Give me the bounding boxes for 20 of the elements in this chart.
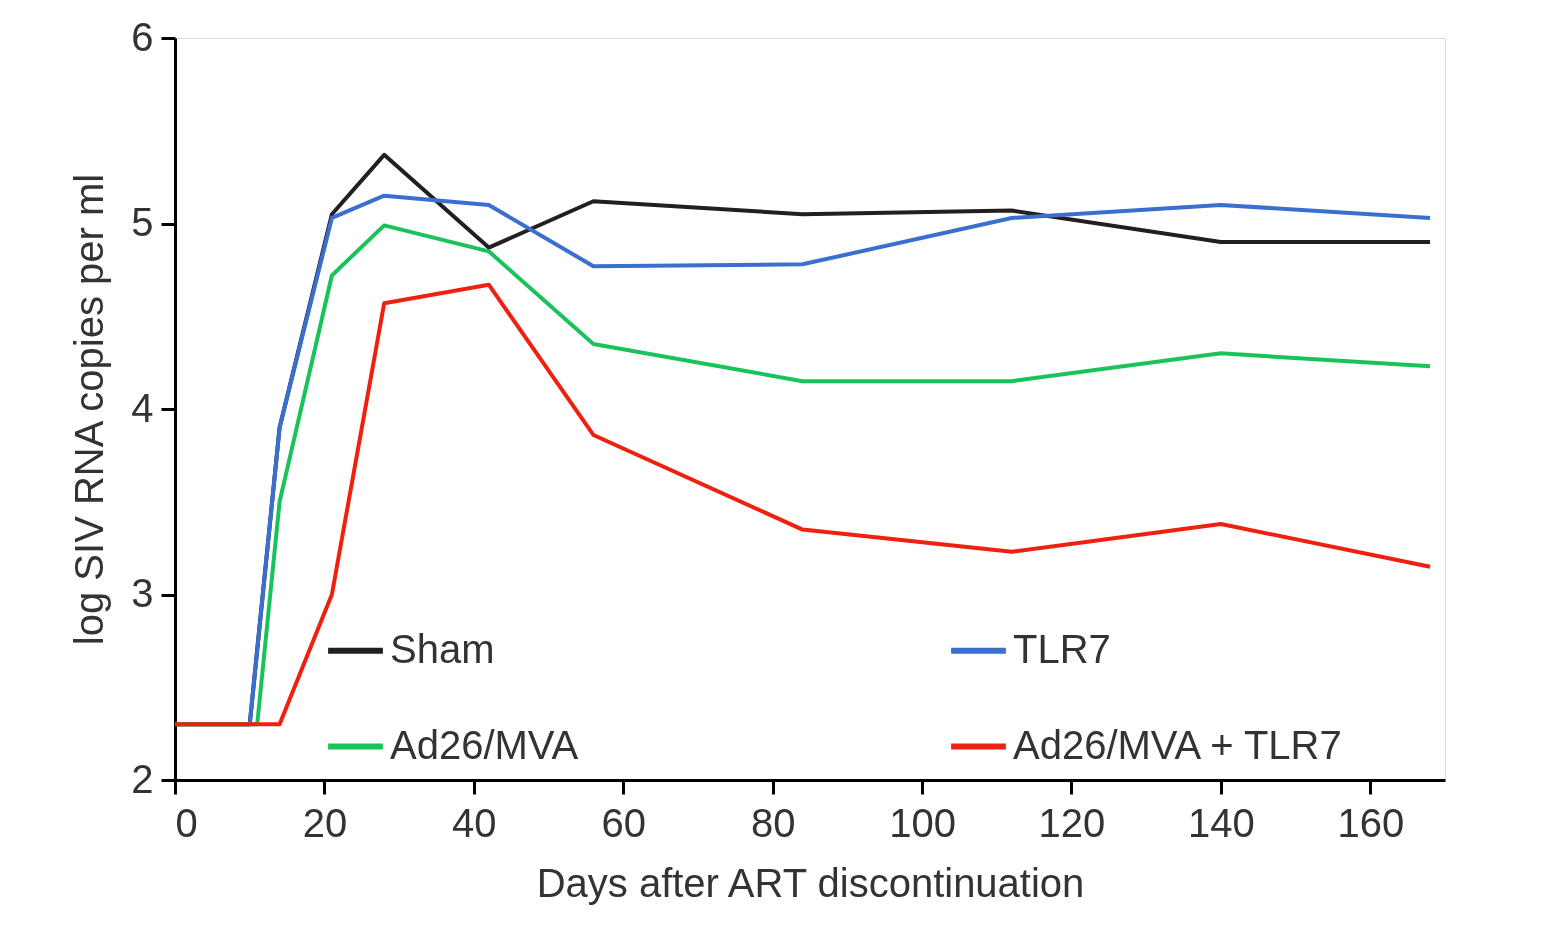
x-tick-label: 20 (302, 800, 348, 845)
x-axis-title: Days after ART discontinuation (536, 860, 1085, 905)
y-tick-label: 3 (131, 571, 154, 615)
y-tick-label: 6 (131, 14, 154, 59)
x-tick-label: 100 (889, 800, 956, 845)
y-axis-title: log SIV RNA copies per ml (67, 173, 112, 646)
y-tick-label: 2 (131, 756, 154, 801)
x-tick-label: 0 (175, 800, 198, 845)
legend-label: Sham (390, 626, 495, 671)
y-tick-label: 5 (131, 200, 154, 244)
y-tick-label: 4 (131, 385, 154, 430)
legend-label: TLR7 (1013, 626, 1111, 671)
x-tick-label: 40 (452, 800, 497, 845)
x-tick-label: 60 (601, 800, 646, 845)
x-tick-label: 140 (1188, 800, 1255, 845)
x-tick-label: 160 (1337, 800, 1405, 845)
legend-label: Ad26/MVA (390, 722, 579, 767)
x-tick-label: 120 (1038, 800, 1106, 845)
legend-label: Ad26/MVA + TLR7 (1013, 722, 1342, 767)
x-tick-label: 80 (750, 800, 796, 845)
